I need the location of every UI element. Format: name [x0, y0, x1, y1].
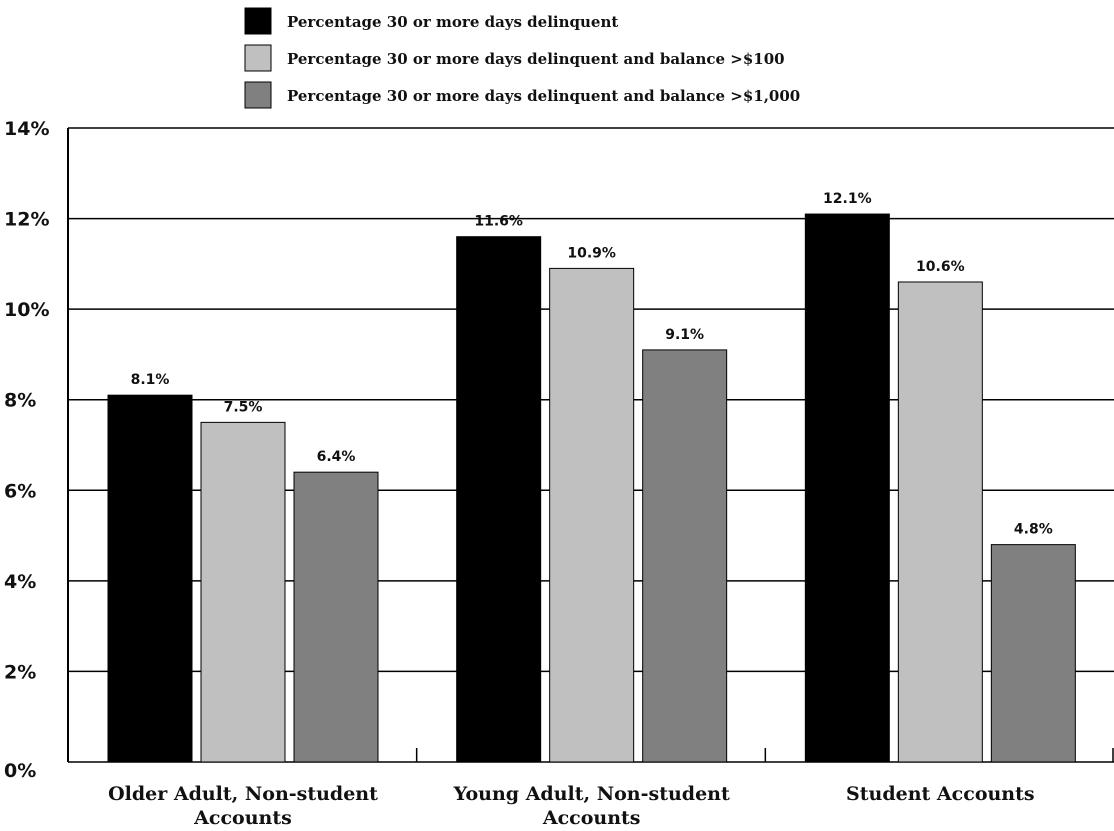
legend-swatch: [244, 7, 272, 35]
bar: [549, 267, 635, 763]
bar: [990, 544, 1076, 763]
legend: Percentage 30 or more days delinquent Per…: [244, 7, 800, 109]
legend-swatch: [244, 44, 272, 72]
data-label: 4.8%: [1014, 522, 1053, 538]
y-tick-label: 2%: [4, 661, 36, 683]
data-label: 11.6%: [474, 214, 523, 230]
legend-label: Percentage 30 or more days delinquent an…: [287, 50, 785, 68]
data-label: 12.1%: [823, 191, 872, 207]
y-tick-label: 6%: [4, 480, 36, 502]
y-tick-label: 10%: [4, 299, 49, 321]
data-label: 9.1%: [665, 327, 704, 343]
category-label: Accounts: [193, 807, 292, 829]
data-label: 7.5%: [224, 399, 263, 415]
data-label: 10.6%: [916, 259, 965, 275]
legend-label: Percentage 30 or more days delinquent an…: [287, 87, 800, 105]
data-label: 10.9%: [567, 245, 616, 261]
bar: [804, 213, 890, 763]
labels: 0% 2% 4% 6% 8% 10% 12% 14% 8.1% 7.5% 6.4% Older Adu…: [4, 118, 1053, 829]
bar: [293, 471, 379, 763]
data-label: 8.1%: [131, 372, 170, 388]
bar: [107, 394, 193, 763]
bar: [456, 236, 542, 763]
legend-swatch: [244, 81, 272, 109]
bar: [642, 349, 728, 763]
category-label: Young Adult, Non-student: [453, 783, 730, 805]
y-tick-label: 8%: [4, 390, 36, 412]
category-label: Older Adult, Non-student: [108, 783, 378, 805]
category-label: Student Accounts: [846, 783, 1035, 805]
data-label: 6.4%: [317, 449, 356, 465]
category-label: Accounts: [542, 807, 641, 829]
y-tick-label: 4%: [4, 571, 36, 593]
bars: [107, 213, 1076, 763]
y-tick-label: 14%: [4, 118, 49, 140]
y-tick-label: 12%: [4, 209, 49, 231]
legend-label: Percentage 30 or more days delinquent: [287, 13, 618, 31]
y-tick-label: 0%: [4, 760, 36, 782]
bar: [200, 421, 286, 763]
bar: [897, 281, 983, 763]
